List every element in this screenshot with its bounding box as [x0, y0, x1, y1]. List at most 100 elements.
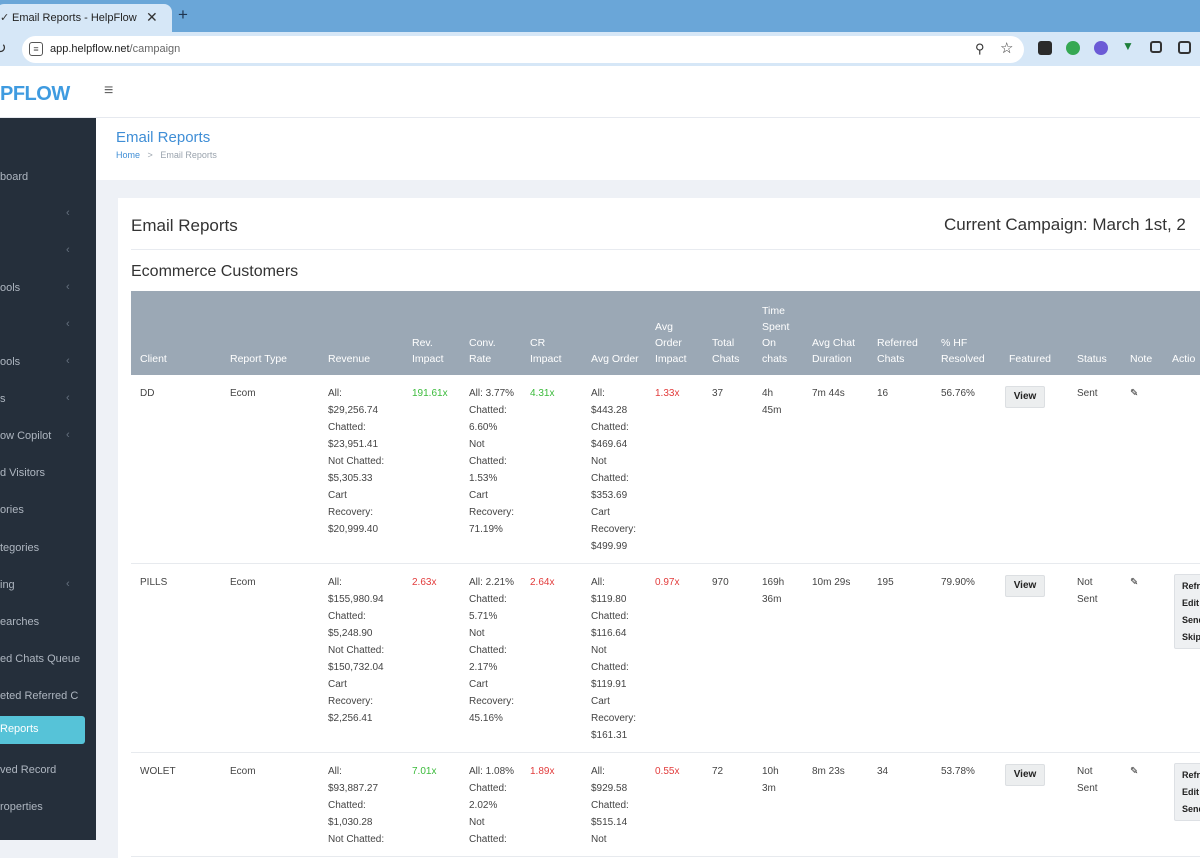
conv-rate-line: Chatted: — [469, 645, 507, 656]
pencil-icon[interactable]: ✎ — [1130, 388, 1139, 399]
conv-rate-line: Not — [469, 628, 485, 639]
report-card: Email Reports Current Campaign: March 1s… — [118, 198, 1200, 858]
sidebar-item-label: ools — [0, 356, 21, 368]
avg-chat-duration: 7m 44s — [803, 375, 868, 564]
reload-icon[interactable]: ↻ — [0, 40, 7, 57]
sidebar-item-label: eted Referred C — [0, 690, 79, 702]
revenue-line: $29,256.74 — [328, 405, 379, 416]
avg-order-line: Chatted: — [591, 422, 629, 433]
client-name: WOLET — [131, 752, 221, 857]
action-item[interactable]: Edit — [1182, 598, 1199, 608]
hamburger-menu-icon[interactable]: ≡ — [104, 82, 114, 99]
extension-icon-3[interactable] — [1094, 41, 1108, 55]
avg-order-line: Chatted: — [591, 611, 629, 622]
action-item[interactable]: Refre — [1182, 770, 1200, 780]
sidebar-item[interactable]: ‹ — [0, 314, 96, 338]
browser-toolbar: ↻ ≡ app.helpflow.net/campaign ⚲ ☆ ▼ — [0, 32, 1200, 66]
sidebar-item[interactable]: s ‹ — [0, 388, 96, 412]
bookmark-star-icon[interactable]: ☆ — [1000, 40, 1014, 57]
divider — [131, 249, 1200, 250]
sidebar-item[interactable]: ools ‹ — [0, 277, 96, 301]
action-item[interactable]: Edit — [1182, 787, 1199, 797]
sidebar-item[interactable]: Reports — [0, 716, 85, 744]
chevron-left-icon: ‹ — [66, 244, 70, 256]
revenue-line: $5,305.33 — [328, 473, 373, 484]
actions-cell: Refre Edit Send Skip — [1163, 563, 1200, 753]
sidebar-item[interactable]: board — [0, 166, 96, 190]
conv-rate-cell: All: 3.77% Chatted: 6.60% Not Chatted: 1.53% C… — [460, 375, 521, 564]
total-chats: 970 — [703, 563, 753, 753]
revenue-line: $150,732.04 — [328, 662, 384, 673]
chevron-left-icon: ‹ — [66, 207, 70, 219]
window-icon[interactable] — [1178, 41, 1191, 54]
conv-rate-line: 2.02% — [469, 800, 498, 811]
report-type: Ecom — [221, 563, 319, 753]
action-item[interactable]: Send — [1182, 615, 1200, 625]
url-host: app.helpflow.net — [50, 43, 130, 55]
address-bar[interactable]: ≡ app.helpflow.net/campaign ⚲ ☆ — [22, 36, 1024, 63]
sidebar-item[interactable]: tegories — [0, 537, 96, 561]
browser-tab[interactable]: ✓ Email Reports - HelpFlow ✕ — [0, 4, 172, 32]
sidebar-item[interactable]: ‹ — [0, 240, 96, 264]
url-text[interactable]: app.helpflow.net/campaign — [50, 43, 180, 55]
action-item[interactable]: Send — [1182, 804, 1200, 814]
conv-rate-line: Recovery: — [469, 696, 515, 707]
close-tab-icon[interactable]: ✕ — [146, 9, 158, 25]
logo[interactable]: PFLOW — [0, 83, 70, 105]
sidebar-item-label: Reports — [0, 723, 39, 735]
extension-icon-1[interactable] — [1038, 41, 1052, 55]
status-cell: Sent — [1068, 375, 1121, 564]
avg-order-line: Chatted: — [591, 800, 629, 811]
avg-order-line: $119.80 — [591, 594, 627, 605]
time-spent-line: 10h — [762, 766, 779, 777]
new-tab-button[interactable]: + — [178, 5, 188, 24]
view-button[interactable]: View — [1005, 575, 1045, 597]
sidebar-item[interactable]: ved Record — [0, 759, 96, 783]
chevron-left-icon: ‹ — [66, 318, 70, 330]
time-spent-cell: 169h 36m — [753, 563, 803, 753]
sidebar-item[interactable]: d Visitors — [0, 462, 96, 486]
sidebar-item[interactable]: earches — [0, 611, 96, 635]
pencil-icon[interactable]: ✎ — [1130, 577, 1139, 588]
cr-impact: 4.31x — [521, 375, 582, 564]
column-header: % HF Resolved — [932, 291, 1000, 375]
avg-order-line: Recovery: — [591, 713, 637, 724]
sidebar-item[interactable]: ed Chats Queue — [0, 648, 96, 672]
sidebar-item[interactable]: roperties — [0, 796, 96, 820]
action-item[interactable]: Skip — [1182, 632, 1200, 642]
sidebar-item-label: ved Record — [0, 764, 57, 776]
cr-impact: 2.64x — [521, 563, 582, 753]
sidebar-item[interactable]: ing ‹ — [0, 574, 96, 598]
site-info-icon[interactable]: ≡ — [29, 42, 43, 56]
sidebar-item-label: ories — [0, 504, 24, 516]
sidebar-item[interactable]: ‹ — [0, 203, 96, 227]
breadcrumb-home-link[interactable]: Home — [116, 150, 141, 160]
status-line: Sent — [1077, 783, 1098, 794]
sidebar-item-label: d Visitors — [0, 467, 46, 479]
sidebar-item-label: s — [0, 393, 6, 405]
avg-order-line: $161.31 — [591, 730, 628, 741]
view-button[interactable]: View — [1005, 386, 1045, 408]
column-header: CR Impact — [521, 291, 582, 375]
extensions-puzzle-icon[interactable] — [1150, 41, 1162, 53]
view-button[interactable]: View — [1005, 764, 1045, 786]
conv-rate-cell: All: 1.08% Chatted: 2.02% Not Chatted: — [460, 752, 521, 857]
sidebar-item[interactable]: ools ‹ — [0, 351, 96, 375]
action-item[interactable]: Refre — [1182, 581, 1200, 591]
zoom-icon[interactable]: ⚲ — [975, 41, 985, 56]
revenue-line: $2,256.41 — [328, 713, 373, 724]
breadcrumb-current: Email Reports — [160, 150, 217, 160]
extension-icon-2[interactable] — [1066, 41, 1080, 55]
column-header: Note — [1121, 291, 1163, 375]
conv-rate-line: All: 2.21% — [469, 577, 515, 588]
revenue-line: Recovery: — [328, 507, 374, 518]
sidebar-item[interactable]: ow Copilot ‹ — [0, 425, 96, 449]
note-cell: ✎ — [1121, 752, 1163, 857]
conv-rate-line: 2.17% — [469, 662, 498, 673]
extension-icon-4[interactable]: ▼ — [1122, 39, 1134, 53]
conv-rate-line: Chatted: — [469, 405, 507, 416]
sidebar-item[interactable]: eted Referred C — [0, 685, 96, 709]
pencil-icon[interactable]: ✎ — [1130, 766, 1139, 777]
featured-cell: View — [1000, 563, 1068, 753]
sidebar-item[interactable]: ories — [0, 499, 96, 523]
